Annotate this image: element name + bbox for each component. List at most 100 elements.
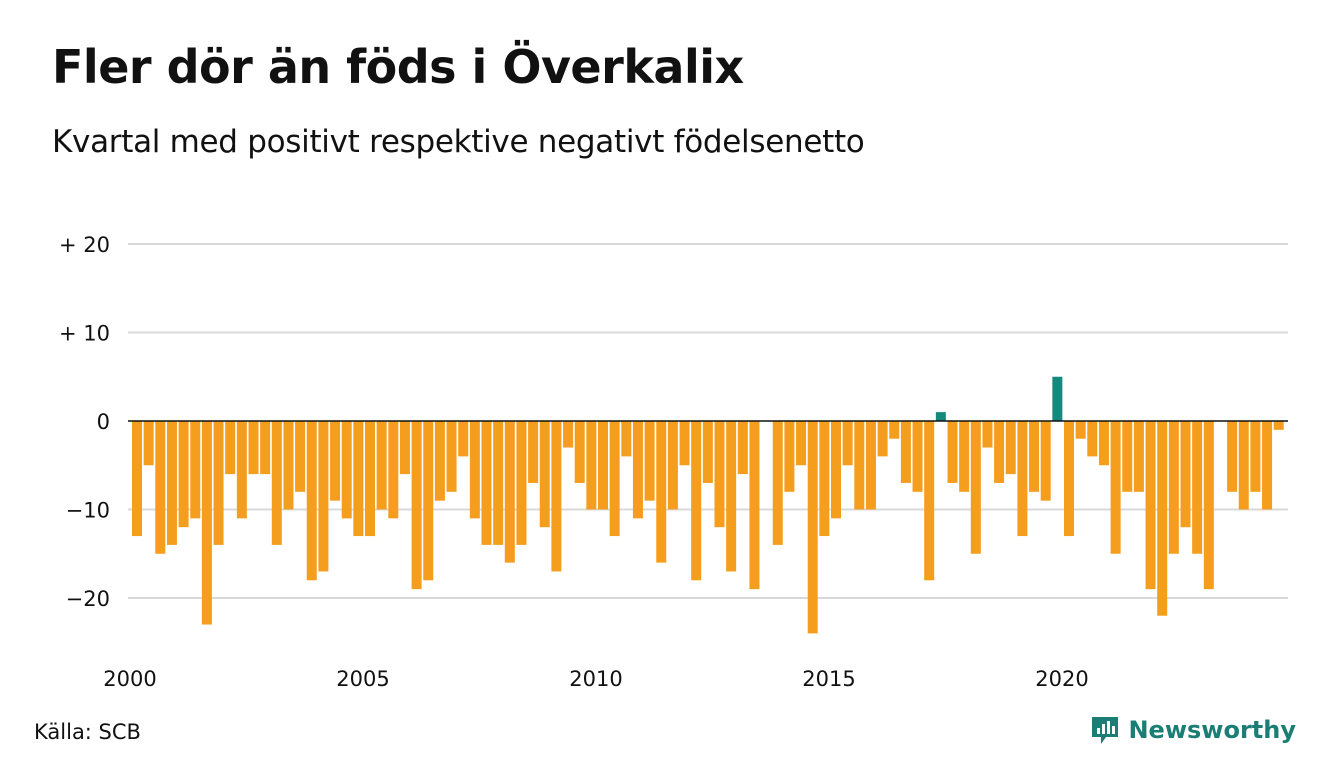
bar bbox=[213, 421, 224, 545]
bar bbox=[132, 421, 142, 537]
bar bbox=[1110, 421, 1121, 554]
bar bbox=[1133, 421, 1144, 492]
axes: + 20 + 10 0 −10 −20 2000 2005 2010 2015 2020 bbox=[59, 233, 1288, 691]
bar bbox=[598, 421, 608, 510]
bar bbox=[842, 421, 853, 466]
bar bbox=[609, 421, 620, 537]
bar bbox=[935, 412, 946, 421]
bar bbox=[166, 421, 177, 545]
bar bbox=[749, 421, 760, 590]
bar bbox=[877, 421, 888, 457]
bar bbox=[970, 421, 981, 554]
bar bbox=[271, 421, 282, 545]
x-tick-label: 2005 bbox=[336, 667, 389, 691]
bar bbox=[772, 421, 783, 545]
brand-logo: Newsworthy bbox=[1090, 714, 1296, 746]
y-tick-label: 0 bbox=[97, 410, 110, 434]
bar bbox=[819, 421, 830, 537]
bar bbox=[201, 421, 212, 625]
chart-subtitle: Kvartal med positivt respektive negativt… bbox=[52, 124, 865, 160]
bar bbox=[586, 421, 597, 510]
bar bbox=[1250, 421, 1261, 492]
bar bbox=[353, 421, 364, 537]
bar bbox=[924, 421, 935, 581]
bar bbox=[411, 421, 422, 590]
bar bbox=[528, 421, 539, 483]
bar bbox=[644, 421, 655, 501]
x-tick-label: 2015 bbox=[802, 667, 855, 691]
bar bbox=[865, 421, 876, 510]
bar bbox=[1064, 421, 1074, 537]
bar bbox=[784, 421, 795, 492]
bar bbox=[1192, 421, 1203, 554]
bar bbox=[1005, 421, 1016, 475]
bar bbox=[1238, 421, 1249, 510]
bar bbox=[807, 421, 818, 634]
bar bbox=[190, 421, 201, 519]
bar bbox=[1180, 421, 1191, 528]
bar bbox=[376, 421, 387, 510]
chart-title: Fler dör än föds i Överkalix bbox=[52, 40, 744, 94]
bar bbox=[632, 421, 643, 519]
bar bbox=[726, 421, 737, 572]
bar bbox=[563, 421, 574, 448]
bar bbox=[691, 421, 702, 581]
bar bbox=[1203, 421, 1214, 590]
bar bbox=[1029, 421, 1040, 492]
y-tick-label: −10 bbox=[66, 499, 110, 523]
bar bbox=[889, 421, 900, 439]
bar bbox=[900, 421, 911, 483]
bar bbox=[621, 421, 632, 457]
bar bbox=[679, 421, 690, 466]
bar bbox=[1122, 421, 1133, 492]
bar bbox=[434, 421, 445, 501]
bar bbox=[365, 421, 375, 537]
bar bbox=[574, 421, 585, 483]
bar bbox=[225, 421, 236, 475]
bar bbox=[994, 421, 1005, 483]
x-tick-label: 2010 bbox=[569, 667, 622, 691]
bar bbox=[318, 421, 329, 572]
bar bbox=[504, 421, 515, 563]
newsworthy-chart-bubble-icon bbox=[1092, 717, 1119, 744]
bars bbox=[132, 376, 1284, 634]
bar bbox=[1273, 421, 1284, 430]
bar-chart: + 20 + 10 0 −10 −20 2000 2005 2010 2015 2020 bbox=[59, 233, 1288, 691]
bar bbox=[295, 421, 306, 492]
bar bbox=[423, 421, 434, 581]
bar bbox=[1098, 421, 1109, 466]
bar bbox=[1075, 421, 1086, 439]
bar bbox=[667, 421, 678, 510]
bar bbox=[796, 421, 807, 466]
bar bbox=[306, 421, 317, 581]
bar bbox=[1145, 421, 1156, 590]
grid-lines bbox=[128, 243, 1288, 599]
bar bbox=[1157, 421, 1168, 616]
bar bbox=[236, 421, 247, 519]
bar bbox=[947, 421, 958, 483]
bar bbox=[737, 421, 748, 475]
bar bbox=[982, 421, 993, 448]
bar bbox=[714, 421, 725, 528]
y-tick-label: + 10 bbox=[59, 322, 110, 346]
bar bbox=[1087, 421, 1098, 457]
bar bbox=[1262, 421, 1273, 510]
bar bbox=[539, 421, 550, 528]
bar bbox=[341, 421, 352, 519]
bar bbox=[446, 421, 457, 492]
bar bbox=[388, 421, 399, 519]
bar bbox=[831, 421, 841, 519]
bar bbox=[155, 421, 166, 554]
bar bbox=[1168, 421, 1179, 554]
bar bbox=[493, 421, 504, 545]
bar bbox=[912, 421, 923, 492]
bar bbox=[248, 421, 259, 475]
bar bbox=[469, 421, 480, 519]
bar bbox=[283, 421, 294, 510]
bar bbox=[516, 421, 527, 545]
bar bbox=[959, 421, 970, 492]
bar bbox=[1052, 376, 1063, 421]
bar bbox=[143, 421, 154, 466]
bar bbox=[1017, 421, 1028, 537]
bar bbox=[551, 421, 562, 572]
